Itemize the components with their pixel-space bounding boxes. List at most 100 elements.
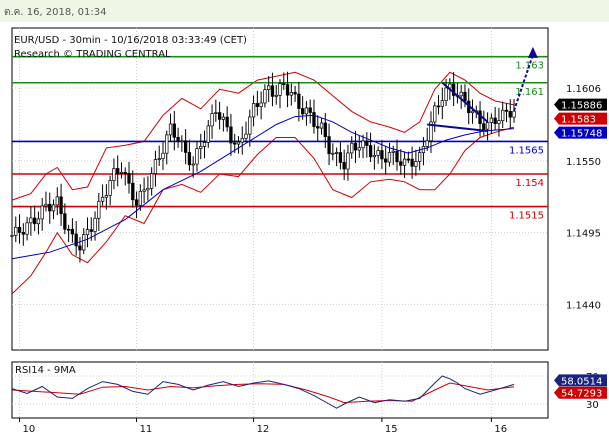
candle-body xyxy=(270,85,275,97)
candle-body xyxy=(187,152,192,166)
candle-body xyxy=(334,152,339,154)
candle-body xyxy=(44,203,48,207)
candle-body xyxy=(361,140,365,149)
candle-body xyxy=(59,196,63,215)
candle-body xyxy=(21,232,25,235)
pivot-level-label: 1.1565 xyxy=(509,145,544,156)
candle-body xyxy=(327,136,331,155)
candle-body xyxy=(199,146,203,149)
candle-body xyxy=(263,89,267,104)
candle-body xyxy=(391,150,395,153)
candle-body xyxy=(119,171,124,174)
candle-body xyxy=(236,141,241,145)
candle-body xyxy=(274,95,278,97)
candle-body xyxy=(406,158,410,161)
candle-body xyxy=(36,218,41,225)
resistance-level-label: 1.161 xyxy=(515,87,544,98)
candle-body xyxy=(191,163,195,166)
candle-body xyxy=(157,158,161,160)
candle-body xyxy=(168,123,173,136)
candle-body xyxy=(433,105,437,123)
last-price-badge xyxy=(554,98,607,111)
candle-body xyxy=(165,134,169,154)
candle-body xyxy=(497,120,501,124)
pivot-price-badge-label: 1.15748 xyxy=(561,129,602,140)
support-level-label: 1.154 xyxy=(515,178,544,189)
candle-body xyxy=(104,195,109,198)
price-panel-frame xyxy=(11,27,549,351)
timestamp: ต.ค. 16, 2018, 01:34 xyxy=(4,7,107,18)
candle-body xyxy=(97,200,101,219)
candle-body xyxy=(172,123,176,138)
candle-body xyxy=(210,113,214,127)
candle-body xyxy=(150,173,154,189)
candle-body xyxy=(346,152,350,170)
price-tick-label: 1.1606 xyxy=(566,84,601,95)
candle-body xyxy=(319,122,324,129)
candle-body xyxy=(78,245,82,251)
forecast-arrow-head xyxy=(527,46,538,58)
candle-body xyxy=(183,140,188,153)
candle-body xyxy=(331,152,335,155)
candle-body xyxy=(63,213,67,230)
rsi-ma-line xyxy=(11,382,515,404)
candle-body xyxy=(251,103,256,118)
candle-body xyxy=(66,228,71,231)
candle-body xyxy=(338,152,343,163)
candle-body xyxy=(51,204,56,212)
candle-body xyxy=(116,168,120,174)
candle-body xyxy=(131,182,135,201)
candle-body xyxy=(485,122,490,130)
candle-body xyxy=(93,217,97,232)
candle-body xyxy=(32,217,37,225)
price-tick-label: 1.1495 xyxy=(566,229,601,240)
candle-body xyxy=(217,112,222,120)
candle-body xyxy=(55,196,59,206)
rsi-badge-label: 58.0514 xyxy=(561,376,602,387)
candle-body xyxy=(312,112,316,127)
candle-body xyxy=(285,84,290,96)
candle-body xyxy=(470,110,475,114)
candle-body xyxy=(29,217,33,224)
chart-source-line: Research © TRADING CENTRAL xyxy=(14,49,171,60)
candle-body xyxy=(17,226,22,233)
candle-body xyxy=(410,158,414,167)
moving-average-line xyxy=(11,114,515,260)
bollinger-lower-line xyxy=(11,126,515,295)
support-level-label: 1.1515 xyxy=(509,211,544,222)
candle-body xyxy=(376,150,380,156)
candle-body xyxy=(278,83,282,96)
top-bar: ต.ค. 16, 2018, 01:34 xyxy=(0,0,609,22)
support-price-badge-label: 1.1583 xyxy=(561,115,596,126)
candle-body xyxy=(176,136,180,142)
candle-body xyxy=(142,189,146,192)
candle-body xyxy=(357,147,361,151)
candle-body xyxy=(308,107,312,113)
candle-body xyxy=(512,110,516,118)
candle-body xyxy=(48,203,52,212)
candle-body xyxy=(153,159,158,174)
triangle-lower-trendline xyxy=(427,123,488,132)
candle-body xyxy=(451,83,456,96)
candle-body xyxy=(414,161,418,167)
candle-body xyxy=(100,196,105,202)
candle-body xyxy=(293,92,297,95)
time-tick-label: 15 xyxy=(385,424,398,435)
candle-body xyxy=(387,152,392,163)
candle-body xyxy=(214,112,218,114)
rsi-panel-title: RSI14 - 9MA xyxy=(15,365,76,376)
candle-body xyxy=(240,137,244,143)
candle-body xyxy=(244,133,248,139)
candle-body xyxy=(267,85,271,90)
candle-body xyxy=(365,140,369,146)
candle-body xyxy=(25,222,29,235)
price-tick-label: 1.1550 xyxy=(566,157,601,168)
candle-body xyxy=(14,226,18,236)
candle-body xyxy=(112,168,116,181)
candle-body xyxy=(259,102,263,107)
candle-body xyxy=(489,117,494,123)
pivot-price-badge xyxy=(554,126,607,139)
chart-symbol-line: EUR/USD - 30min - 10/16/2018 03:33:49 (C… xyxy=(14,35,247,46)
candle-body xyxy=(282,83,286,85)
